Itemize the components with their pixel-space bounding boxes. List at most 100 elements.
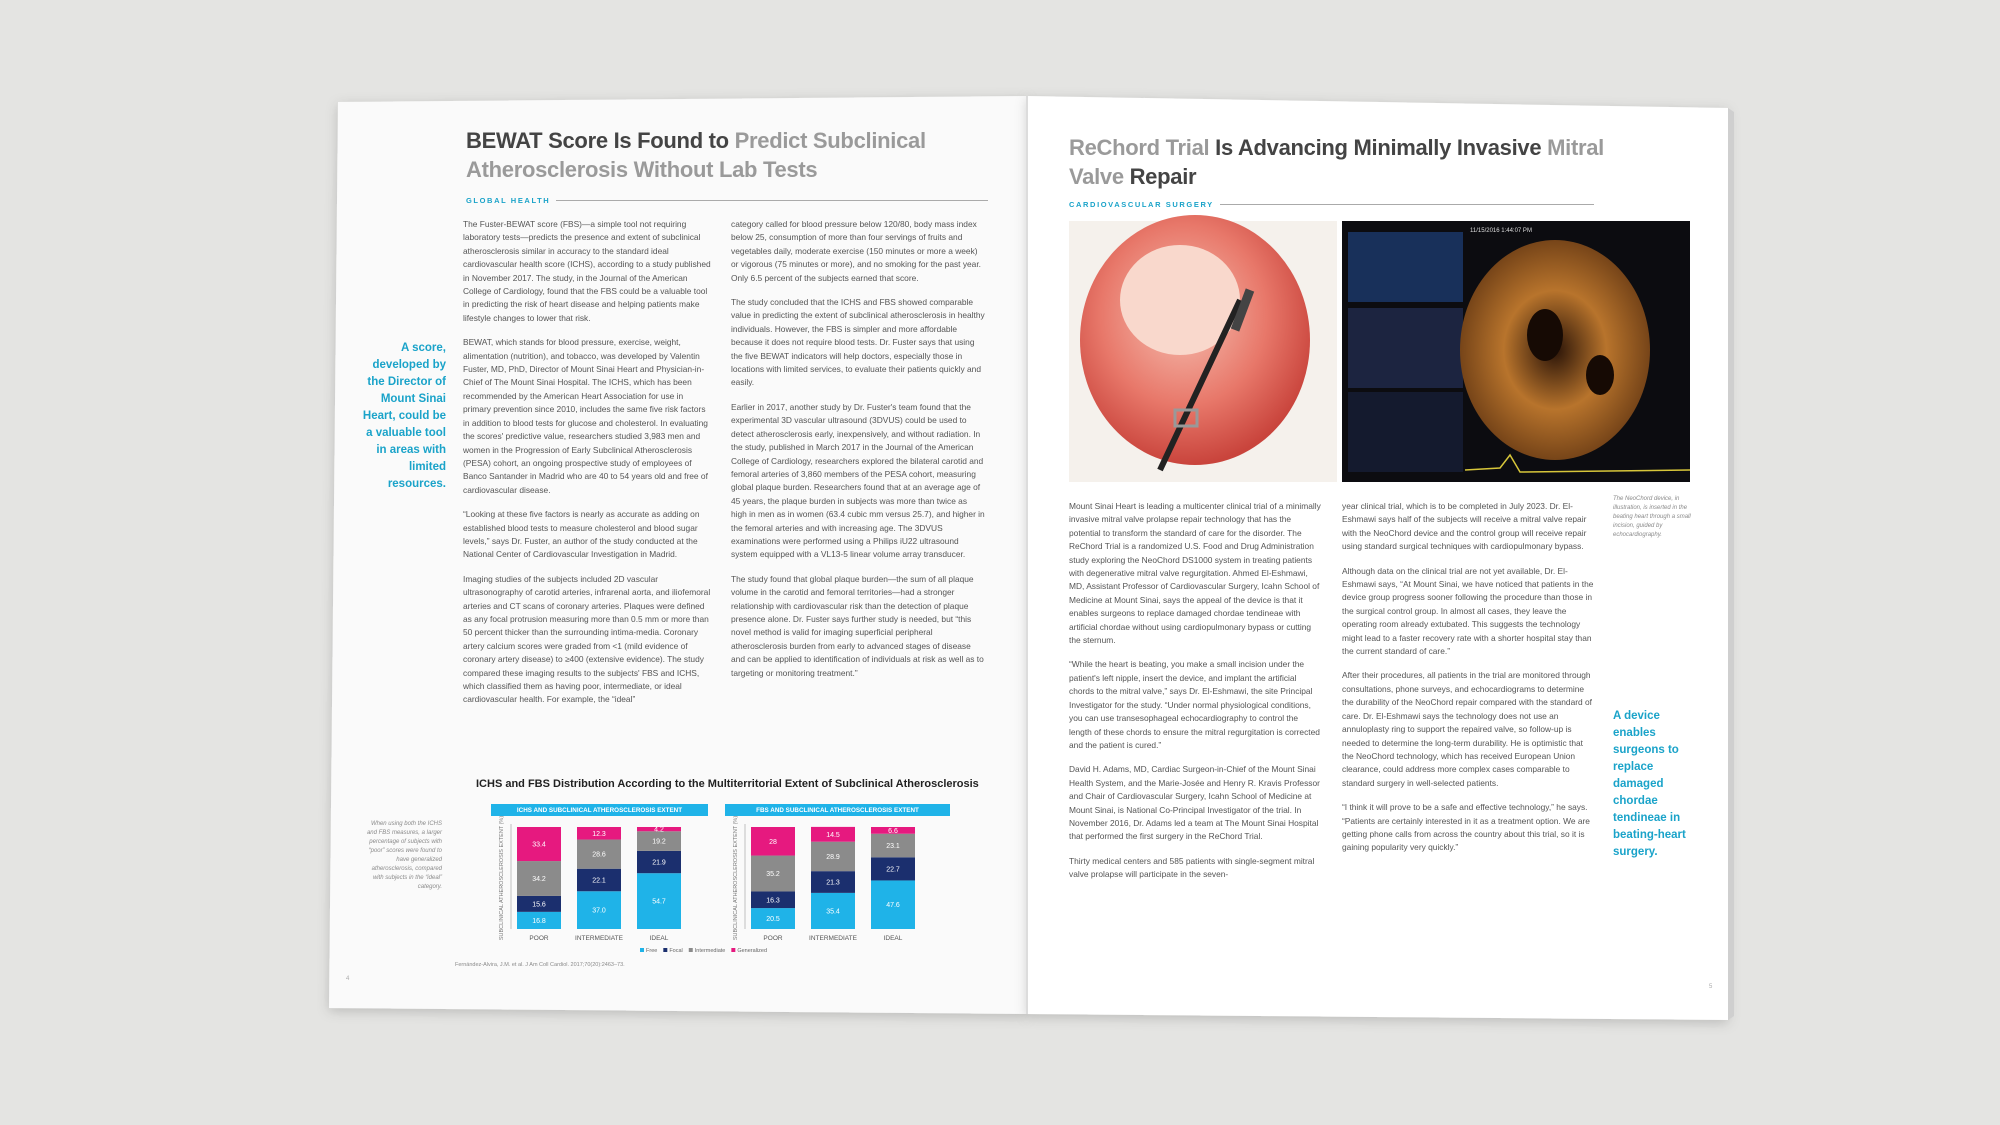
section-label: GLOBAL HEALTH: [466, 196, 988, 205]
x-tick-label: INTERMEDIATE: [809, 935, 858, 942]
y-axis-label: SUBCLINICAL ATHEROSCLEROSIS EXTENT (%): [733, 816, 739, 940]
y-axis-label: SUBCLINICAL ATHEROSCLEROSIS EXTENT (%): [499, 816, 505, 940]
bar-segment: [871, 857, 915, 881]
body-column: year clinical trial, which is to be comp…: [1342, 500, 1596, 866]
paragraph: “I think it will prove to be a safe and …: [1342, 802, 1590, 853]
bar-segment: [517, 861, 561, 896]
stacked-bar-chart: ICHS AND SUBCLINICAL ATHEROSCLEROSIS EXT…: [491, 804, 950, 954]
paragraph: “While the heart is beating, you make a …: [1069, 659, 1320, 750]
x-tick-label: IDEAL: [884, 935, 903, 942]
value-label: 21.9: [652, 860, 666, 867]
bar-segment: [871, 827, 915, 834]
body-column: category called for blood pressure below…: [731, 218, 985, 691]
paragraph: Mount Sinai Heart is leading a multicent…: [1069, 501, 1321, 646]
value-label: 22.1: [592, 877, 606, 884]
value-label: 16.8: [532, 918, 546, 925]
bar-segment: [517, 895, 561, 912]
bar-segment: [811, 826, 855, 842]
left-page: [329, 96, 1027, 1014]
legend-swatch: [663, 948, 668, 952]
bar-segment: [811, 841, 855, 872]
value-label: 4.2: [654, 827, 664, 834]
article-title: BEWAT Score Is Found to Predict Subclini…: [466, 126, 986, 184]
bar-segment: [751, 908, 795, 929]
bar-segment: [637, 831, 681, 851]
bar-segment: [871, 833, 915, 858]
legend-swatch: [731, 948, 736, 952]
x-tick-label: IDEAL: [650, 935, 669, 942]
paragraph: David H. Adams, MD, Cardiac Surgeon-in-C…: [1069, 764, 1320, 842]
bar-segment: [637, 873, 681, 929]
paragraph: The Fuster-BEWAT score (FBS)—a simple to…: [463, 219, 711, 323]
paragraph: Although data on the clinical trial are …: [1342, 565, 1594, 657]
title-part: ReChord Trial: [1069, 135, 1210, 160]
section-label: CARDIOVASCULAR SURGERY: [1069, 200, 1594, 209]
bar-segment: [577, 891, 621, 929]
paragraph: Thirty medical centers and 585 patients …: [1069, 855, 1315, 880]
value-label: 35.2: [766, 871, 780, 878]
bar-segment: [751, 827, 795, 856]
ultrasound-image: 11/15/2016 1:44:07 PM: [1342, 221, 1691, 482]
paragraph: year clinical trial, which is to be comp…: [1342, 501, 1587, 552]
value-label: 15.6: [532, 901, 546, 908]
value-label: 20.5: [766, 916, 780, 923]
legend-swatch: [640, 948, 644, 952]
rule: [556, 200, 988, 201]
title-part: BEWAT Score Is Found to: [466, 128, 729, 153]
value-label: 28.6: [592, 852, 606, 859]
panel-header: [491, 804, 708, 816]
bar-segment: [751, 855, 795, 892]
legend-label: Intermediate: [695, 948, 726, 954]
heart-illustration: [1069, 215, 1337, 482]
page-edge: [1728, 108, 1734, 1020]
value-label: 33.4: [532, 842, 546, 849]
page-number: 5: [1709, 984, 1713, 990]
title-part: Repair: [1129, 164, 1197, 189]
value-label: 37.0: [592, 908, 606, 915]
value-label: 28.9: [826, 854, 840, 861]
title-part: Mitral Valve: [1069, 135, 1604, 189]
bar-segment: [517, 911, 561, 929]
image-caption: The NeoChord device, in illustration, is…: [1613, 496, 1691, 538]
figure-caption: When using both the ICHS and FBS measure…: [366, 821, 442, 890]
pull-quote: A score, developed by the Director of Mo…: [362, 342, 446, 490]
legend-label: Generalized: [737, 948, 767, 954]
paragraph: Imaging studies of the subjects included…: [463, 573, 711, 705]
legend-swatch: [688, 948, 693, 952]
panel-title: FBS AND SUBCLINICAL ATHEROSCLEROSIS EXTE…: [756, 807, 919, 814]
paragraph: The study concluded that the ICHS and FB…: [731, 297, 985, 388]
legend-label: Focal: [669, 948, 682, 954]
bar-segment: [871, 880, 915, 929]
value-label: 14.5: [826, 832, 840, 839]
bar-segment: [637, 827, 681, 832]
value-label: 54.7: [652, 899, 666, 906]
value-label: 28: [769, 839, 777, 846]
bar-segment: [577, 827, 621, 840]
value-label: 23.1: [886, 843, 900, 850]
title-part: Is Advancing Minimally Invasive: [1215, 135, 1542, 160]
paragraph: category called for blood pressure below…: [731, 219, 981, 283]
value-label: 47.6: [886, 902, 900, 909]
x-tick-label: POOR: [529, 935, 548, 942]
bar-segment: [637, 850, 681, 874]
panel-header: [725, 804, 950, 816]
article-title: ReChord Trial Is Advancing Minimally Inv…: [1069, 133, 1609, 191]
value-label: 6.6: [888, 828, 898, 835]
value-label: 16.3: [766, 897, 780, 904]
bar-segment: [811, 892, 855, 929]
panel-title: ICHS AND SUBCLINICAL ATHEROSCLEROSIS EXT…: [517, 807, 682, 814]
bar-segment: [811, 871, 855, 893]
value-label: 34.2: [532, 876, 546, 883]
paragraph: After their procedures, all patients in …: [1342, 670, 1592, 788]
value-label: 22.7: [886, 866, 900, 873]
section-text: CARDIOVASCULAR SURGERY: [1069, 200, 1214, 209]
x-tick-label: POOR: [763, 935, 782, 942]
page-number: 4: [346, 976, 350, 982]
pull-quote: A device enables surgeons to replace dam…: [1613, 710, 1686, 858]
figure-title: ICHS and FBS Distribution According to t…: [476, 778, 979, 790]
paragraph: The study found that global plaque burde…: [731, 573, 984, 678]
paragraph: “Looking at these five factors is nearly…: [463, 509, 700, 560]
bar-segment: [517, 827, 561, 862]
